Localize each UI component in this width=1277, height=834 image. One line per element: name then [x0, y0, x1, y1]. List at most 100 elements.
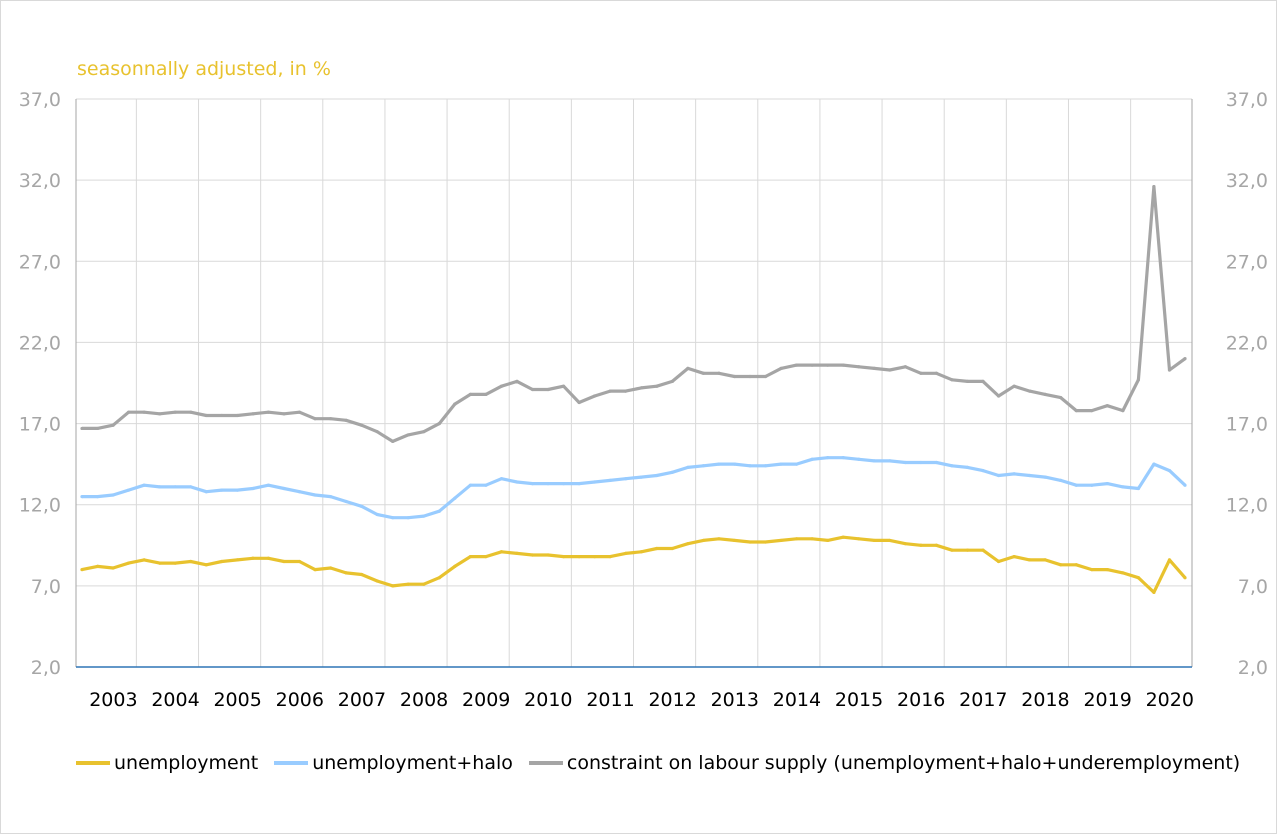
y-tick-right: 17,0 [1226, 414, 1268, 436]
y-tick-left: 27,0 [19, 251, 61, 273]
data-point [1028, 558, 1032, 562]
data-point [655, 384, 659, 388]
data-point [1028, 389, 1032, 393]
data-point [795, 363, 799, 367]
data-point [95, 495, 100, 499]
data-point [826, 538, 830, 543]
data-point [981, 469, 985, 473]
legend-swatch [528, 761, 563, 765]
data-point [857, 365, 861, 369]
data-point [80, 426, 84, 431]
data-point [748, 374, 752, 379]
data-point [344, 418, 348, 422]
data-point [670, 379, 674, 383]
data-point [779, 538, 783, 543]
data-point [453, 402, 457, 406]
data-point [360, 504, 364, 508]
data-point [1167, 558, 1172, 562]
data-point [1043, 392, 1047, 396]
data-point [919, 460, 923, 465]
data-point [328, 417, 333, 421]
data-point [530, 387, 535, 392]
data-point [965, 379, 970, 383]
data-point [1090, 568, 1094, 572]
data-point [142, 558, 146, 562]
data-point [1121, 485, 1125, 489]
data-point [1105, 482, 1109, 486]
data-point [1183, 483, 1187, 487]
data-point [624, 389, 628, 393]
data-point [1105, 568, 1109, 572]
x-tick-year: 2014 [773, 689, 821, 711]
y-tick-left: 7,0 [31, 576, 61, 598]
y-tick-right: 12,0 [1226, 495, 1268, 517]
y-tick-left: 32,0 [19, 170, 61, 192]
data-point [1183, 357, 1187, 361]
data-point [220, 413, 224, 418]
data-point [95, 426, 100, 431]
data-point [391, 439, 395, 444]
data-point [406, 516, 410, 520]
data-point [95, 564, 100, 568]
data-point [1167, 469, 1172, 473]
legend: unemployment unemployment+halo constraint … [76, 752, 1240, 774]
data-point [391, 516, 395, 520]
x-tick-year: 2010 [524, 689, 572, 711]
data-point [779, 462, 783, 466]
data-point [235, 488, 239, 492]
data-point [639, 475, 643, 479]
legend-label: unemployment [114, 752, 259, 774]
data-point [841, 535, 845, 539]
x-tick-year: 2011 [586, 689, 634, 711]
data-point [189, 410, 193, 414]
data-point [297, 410, 302, 414]
data-point [282, 412, 286, 416]
data-point [717, 371, 721, 375]
data-point [266, 483, 271, 487]
data-point [717, 537, 721, 541]
data-point [996, 559, 1001, 564]
data-point [624, 477, 628, 481]
data-point [686, 542, 690, 546]
x-tick-year: 2008 [400, 689, 448, 711]
data-point [593, 480, 597, 484]
x-tick-year: 2003 [89, 689, 137, 711]
data-point [406, 582, 410, 586]
legend-item: unemployment [76, 752, 258, 774]
y-tick-left: 2,0 [31, 657, 61, 679]
data-point [375, 430, 379, 434]
data-point [561, 555, 566, 559]
data-point [1012, 384, 1016, 388]
data-point [328, 495, 333, 499]
y-tick-left: 22,0 [19, 332, 61, 354]
data-point [158, 561, 162, 565]
data-point [437, 421, 441, 426]
data-point [686, 465, 690, 469]
data-point [872, 538, 876, 543]
data-point [1152, 590, 1156, 594]
x-tick-year: 2007 [338, 689, 386, 711]
legend-label: constraint on labour supply (unemploymen… [566, 752, 1241, 774]
data-point [111, 423, 115, 427]
data-point [1105, 404, 1109, 408]
data-point [453, 564, 457, 568]
data-point [422, 430, 426, 434]
data-point [375, 512, 379, 517]
data-point [903, 542, 907, 546]
series-line-1 [82, 456, 1187, 520]
y-tick-left: 12,0 [19, 495, 61, 517]
data-point [593, 394, 597, 398]
data-point [872, 459, 876, 463]
data-point [1012, 472, 1016, 476]
data-point [857, 457, 861, 461]
data-point [1059, 563, 1063, 567]
data-point [1136, 576, 1140, 580]
data-point [919, 543, 923, 547]
data-point [655, 546, 659, 551]
data-point [748, 464, 752, 468]
data-point [499, 550, 504, 554]
data-point [360, 572, 364, 577]
data-point [328, 566, 333, 570]
data-point [515, 480, 519, 484]
data-point [468, 555, 472, 559]
